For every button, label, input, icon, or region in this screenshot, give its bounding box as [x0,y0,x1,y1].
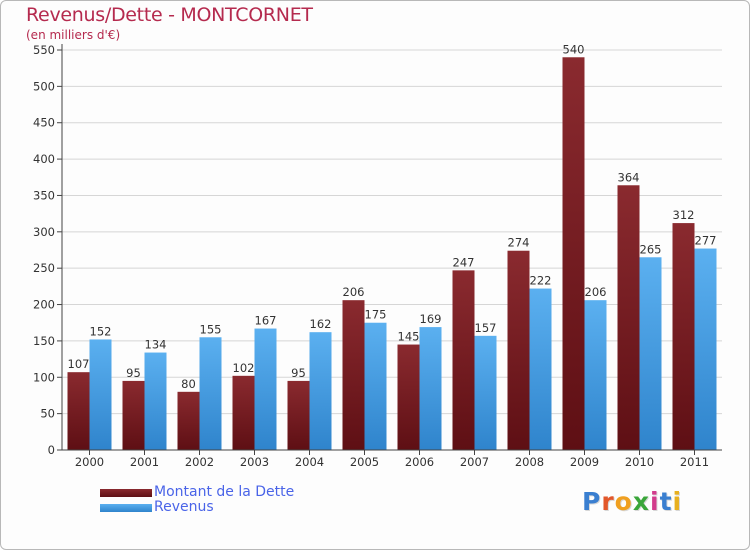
data-label-debt: 540 [563,42,585,56]
bar-debt [232,375,255,450]
bar-revenue [639,257,662,450]
data-label-revenue: 277 [695,234,717,248]
data-label-revenue: 206 [585,285,607,299]
x-tick-label: 2004 [295,455,324,469]
data-label-debt: 247 [453,255,475,269]
legend-swatch-revenue [100,504,152,512]
data-label-revenue: 169 [420,312,442,326]
data-label-revenue: 157 [475,321,497,335]
chart-title: Revenus/Dette - MONTCORNET [26,4,313,26]
bar-debt [342,300,365,450]
data-label-revenue: 222 [530,274,552,288]
chart-subtitle: (en milliers d'€) [26,28,121,42]
logo-letter: i [650,487,660,516]
bar-revenue [364,322,387,450]
logo-letter: P [582,487,602,516]
bar-revenue [199,337,222,450]
bar-revenue [254,328,277,450]
y-tick-label: 100 [33,370,55,384]
bar-revenue [89,339,112,450]
bar-debt [452,270,475,450]
data-label-revenue: 167 [255,314,277,328]
data-label-revenue: 162 [310,317,332,331]
y-tick-label: 550 [33,43,55,57]
data-label-debt: 80 [181,377,196,391]
logo-letter: i [672,487,683,516]
bar-debt [562,57,585,450]
bar-debt [67,372,90,450]
y-tick-label: 150 [33,334,55,348]
y-tick-label: 350 [33,188,55,202]
y-tick-label: 300 [33,225,55,239]
data-label-revenue: 152 [90,324,112,338]
x-tick-label: 2002 [185,455,214,469]
bar-debt [672,223,695,450]
data-label-debt: 95 [126,366,141,380]
data-label-debt: 312 [673,208,695,222]
data-label-revenue: 265 [640,242,662,256]
legend-label-revenue: Revenus [154,499,214,515]
data-label-debt: 206 [343,285,365,299]
y-tick-label: 450 [33,116,55,130]
logo-letter: t [659,487,673,516]
bar-debt [397,344,420,450]
bar-debt [507,250,530,450]
logo-letter: o [614,487,633,516]
x-tick-label: 2006 [405,455,434,469]
data-label-revenue: 175 [365,308,387,322]
data-label-debt: 95 [291,366,306,380]
proxiti-logo: Proxiti [582,487,682,516]
data-label-debt: 274 [508,236,530,250]
y-tick-label: 250 [33,261,55,275]
bar-revenue [474,335,497,450]
data-label-revenue: 134 [145,338,167,352]
data-label-debt: 364 [618,170,640,184]
bar-revenue [144,352,167,450]
y-tick-label: 0 [48,443,55,457]
axes: 0 50 100 150 200 250 300 350 400 450 500 550 2000 200… [33,43,722,469]
bar-debt [122,380,145,450]
data-label-revenue: 155 [200,322,222,336]
logo-letter: x [632,487,650,516]
bar-debt [287,380,310,450]
x-tick-label: 2007 [460,455,489,469]
bar-revenue [584,300,607,450]
x-tick-label: 2008 [515,455,544,469]
data-label-debt: 102 [233,361,255,375]
bar-revenue [529,288,552,450]
x-tick-label: 2005 [350,455,379,469]
legend-label-debt: Montant de la Dette [154,484,295,500]
logo-letter: r [601,487,615,516]
bar-debt [177,391,200,450]
bar-revenue [309,332,332,450]
data-label-debt: 145 [398,330,420,344]
x-tick-label: 2001 [130,455,159,469]
bars: 1071529513480155102167951622061751451692… [67,42,717,451]
y-tick-label: 400 [33,152,55,166]
bar-debt [617,185,640,451]
y-tick-label: 500 [33,79,55,93]
x-tick-label: 2011 [680,455,709,469]
bar-revenue [419,327,442,450]
y-tick-label: 200 [33,298,55,312]
x-tick-label: 2009 [570,455,599,469]
data-label-debt: 107 [68,357,90,371]
x-tick-label: 2000 [75,455,104,469]
legend-swatch-debt [100,489,152,497]
x-tick-label: 2010 [625,455,654,469]
x-tick-label: 2003 [240,455,269,469]
y-tick-label: 50 [40,407,55,421]
grid [62,49,722,415]
bar-revenue [694,248,717,450]
